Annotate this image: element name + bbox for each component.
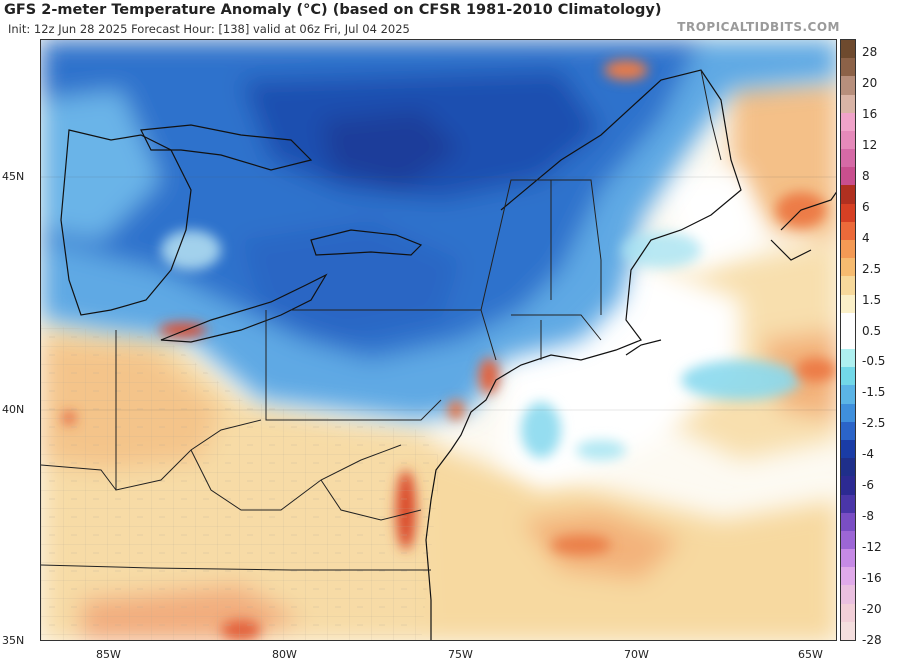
colorbar-swatch bbox=[841, 367, 855, 386]
colorbar-label: -4 bbox=[862, 447, 874, 462]
colorbar-swatch bbox=[841, 130, 855, 150]
colorbar-label: 16 bbox=[862, 106, 878, 121]
colorbar-label: 20 bbox=[862, 75, 878, 90]
map-title: GFS 2-meter Temperature Anomaly (°C) (ba… bbox=[4, 2, 662, 18]
colorbar-label: -0.5 bbox=[862, 354, 886, 369]
lon-label-75w: 75W bbox=[448, 648, 473, 661]
map-subtitle: Init: 12z Jun 28 2025 Forecast Hour: [13… bbox=[8, 22, 410, 36]
colorbar-label: 0.5 bbox=[862, 323, 882, 338]
colorbar-swatch bbox=[841, 549, 855, 568]
colorbar-label: 4 bbox=[862, 230, 870, 245]
colorbar-swatch bbox=[841, 458, 855, 477]
colorbar-label: -12 bbox=[862, 540, 882, 555]
colorbar-swatch bbox=[841, 330, 855, 350]
coastlines bbox=[60, 69, 836, 640]
lat-label-35n: 35N bbox=[2, 634, 25, 647]
colorbar-swatch bbox=[841, 440, 855, 459]
colorbar-swatch bbox=[841, 512, 855, 532]
colorbar-swatch bbox=[841, 167, 855, 186]
lat-label-40n: 40N bbox=[2, 403, 25, 416]
colorbar-label: -16 bbox=[862, 571, 882, 586]
lon-label-65w: 65W bbox=[798, 648, 823, 661]
colorbar-swatch bbox=[841, 567, 855, 586]
colorbar-label: 6 bbox=[862, 199, 870, 214]
lon-label-70w: 70W bbox=[624, 648, 649, 661]
temperature-anomaly-map bbox=[40, 39, 837, 641]
colorbar-label: 2.5 bbox=[862, 261, 882, 276]
lat-label-45n: 45N bbox=[2, 170, 25, 183]
colorbar-swatch bbox=[841, 585, 855, 605]
colorbar-swatch bbox=[841, 76, 855, 96]
colorbar-swatch bbox=[841, 385, 855, 405]
colorbar-swatch bbox=[841, 276, 855, 296]
colorbar-label: -20 bbox=[862, 602, 882, 617]
lon-label-85w: 85W bbox=[96, 648, 121, 661]
colorbar-label: 1.5 bbox=[862, 292, 882, 307]
colorbar-swatch bbox=[841, 403, 855, 423]
colorbar-swatch bbox=[841, 258, 855, 277]
colorbar-swatch bbox=[841, 240, 855, 259]
brand-watermark: TROPICALTIDBITS.COM bbox=[677, 20, 840, 34]
colorbar-swatch bbox=[841, 94, 855, 114]
colorbar-label: -8 bbox=[862, 509, 874, 524]
colorbar-swatch bbox=[841, 112, 855, 132]
colorbar-label: 8 bbox=[862, 168, 870, 183]
colorbar-swatch bbox=[841, 58, 855, 77]
colorbar-swatch bbox=[841, 421, 855, 441]
colorbar-swatch bbox=[841, 203, 855, 223]
colorbar-label: 12 bbox=[862, 137, 878, 152]
colorbar-label: -6 bbox=[862, 478, 874, 493]
colorbar-swatch bbox=[841, 312, 855, 332]
colorbar-swatch bbox=[841, 349, 855, 368]
colorbar-swatch bbox=[841, 221, 855, 241]
county-lines bbox=[41, 325, 441, 640]
colorbar-swatch bbox=[841, 149, 855, 168]
colorbar-label: -1.5 bbox=[862, 385, 886, 400]
map-canvas bbox=[41, 40, 836, 640]
colorbar-label: -28 bbox=[862, 633, 882, 647]
colorbar-swatch bbox=[841, 494, 855, 514]
colorbar-swatch bbox=[841, 294, 855, 314]
colorbar-label: 28 bbox=[862, 45, 878, 59]
colorbar-swatch bbox=[841, 621, 855, 641]
state-boundaries bbox=[41, 69, 722, 571]
colorbar-swatch bbox=[841, 40, 855, 59]
lon-label-80w: 80W bbox=[272, 648, 297, 661]
gridlines bbox=[41, 176, 836, 411]
colorbar-label: -2.5 bbox=[862, 416, 886, 431]
colorbar-swatch bbox=[841, 185, 855, 205]
light-blue-patches bbox=[161, 230, 801, 460]
colorbar-swatch bbox=[841, 603, 855, 623]
colorbar-swatch bbox=[841, 530, 855, 550]
colorbar bbox=[840, 39, 856, 641]
colorbar-swatch bbox=[841, 476, 855, 496]
